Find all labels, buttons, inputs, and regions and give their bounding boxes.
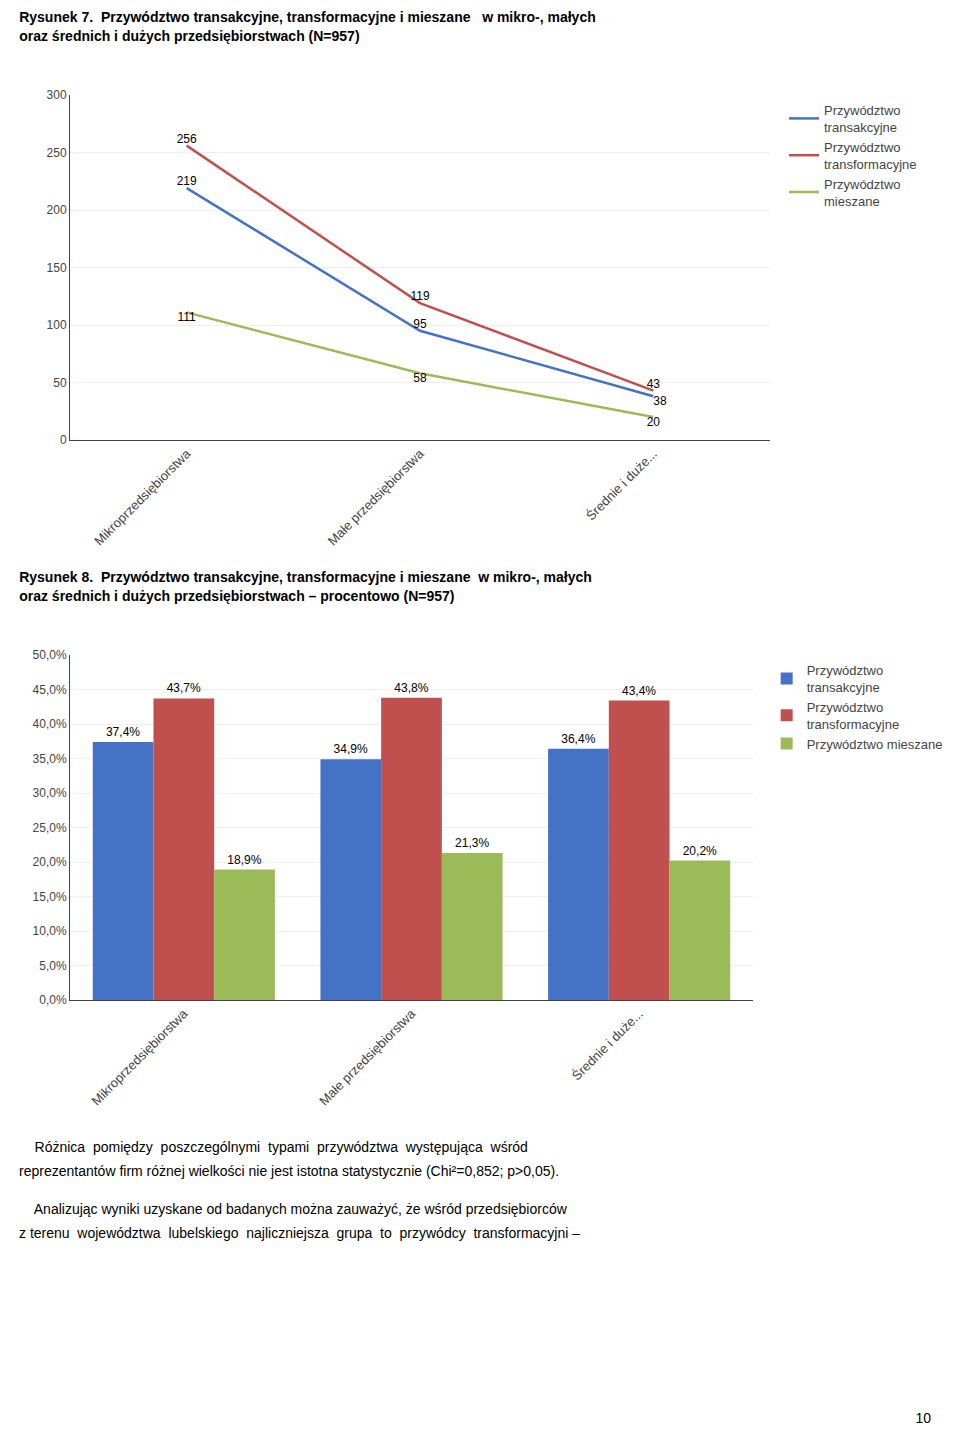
html-text:reprezentantów firm różnej wie: reprezentantów firm różnej wielkości nie… bbox=[19, 1163, 559, 1179]
svg-text:Rysunek 8. Przywództwo transa: Rysunek 8. Przywództwo transakcyjne, tra… bbox=[19, 569, 592, 603]
svg-text:30,0%: 30,0% bbox=[33, 786, 67, 800]
svg-text:15,0%: 15,0% bbox=[33, 890, 67, 904]
svg-text:219: 219 bbox=[177, 174, 197, 188]
svg-text:45,0%: 45,0% bbox=[33, 683, 67, 697]
svg-text:Przywództwotransformacyjne: Przywództwotransformacyjne bbox=[824, 140, 916, 172]
svg-text:43,7%: 43,7% bbox=[167, 681, 201, 695]
svg-text:100: 100 bbox=[47, 318, 67, 332]
svg-text:Małe przedsiębiorstwa: Małe przedsiębiorstwa bbox=[316, 1006, 419, 1109]
svg-text:10,0%: 10,0% bbox=[33, 924, 67, 938]
svg-text:Przywództwotransakcyjne: Przywództwotransakcyjne bbox=[807, 663, 884, 695]
svg-text:50,0%: 50,0% bbox=[33, 648, 67, 662]
svg-text:40,0%: 40,0% bbox=[33, 717, 67, 731]
svg-text:18,9%: 18,9% bbox=[227, 853, 261, 867]
svg-text:34,9%: 34,9% bbox=[334, 742, 368, 756]
svg-text:Mikroprzedsiębiorstwa: Mikroprzedsiębiorstwa bbox=[91, 446, 194, 549]
svg-text:256: 256 bbox=[177, 132, 197, 146]
svg-text:0: 0 bbox=[60, 433, 67, 447]
svg-text:25,0%: 25,0% bbox=[33, 821, 67, 835]
svg-text:43: 43 bbox=[647, 377, 661, 391]
html-text:z terenu województwa lubelskie: z terenu województwa lubelskiego najlicz… bbox=[19, 1225, 580, 1241]
svg-text:37,4%: 37,4% bbox=[106, 725, 140, 739]
svg-text:43,4%: 43,4% bbox=[622, 684, 656, 698]
svg-text:Przywództwo mieszane: Przywództwo mieszane bbox=[807, 737, 943, 752]
svg-text:20: 20 bbox=[647, 415, 661, 429]
svg-text:150: 150 bbox=[47, 261, 67, 275]
svg-text:Małe przedsiębiorstwa: Małe przedsiębiorstwa bbox=[325, 446, 428, 549]
svg-text:95: 95 bbox=[413, 317, 427, 331]
svg-text:Średnie i duże...: Średnie i duże... bbox=[583, 446, 660, 523]
svg-text:Średnie i duże...: Średnie i duże... bbox=[569, 1006, 646, 1083]
html-text:Analizując wyniki uzyskane od: Analizując wyniki uzyskane od badanych m… bbox=[19, 1201, 567, 1217]
svg-text:43,8%: 43,8% bbox=[394, 681, 428, 695]
svg-text:Przywództwotransakcyjne: Przywództwotransakcyjne bbox=[824, 103, 901, 135]
svg-text:20,0%: 20,0% bbox=[33, 855, 67, 869]
svg-text:119: 119 bbox=[410, 289, 429, 303]
svg-text:Rysunek 7. Przywództwo transa: Rysunek 7. Przywództwo transakcyjne, tra… bbox=[19, 9, 596, 43]
svg-text:20,2%: 20,2% bbox=[683, 844, 717, 858]
svg-text:21,3%: 21,3% bbox=[455, 836, 489, 850]
svg-text:300: 300 bbox=[47, 88, 67, 102]
svg-text:38: 38 bbox=[653, 394, 667, 408]
svg-text:58: 58 bbox=[413, 371, 427, 385]
svg-text:0,0%: 0,0% bbox=[39, 993, 67, 1007]
svg-text:250: 250 bbox=[47, 146, 67, 160]
html-text:Różnica pomiędzy poszczególnym: Różnica pomiędzy poszczególnymi typami p… bbox=[19, 1139, 528, 1155]
svg-text:Przywództwomieszane: Przywództwomieszane bbox=[824, 177, 901, 209]
html-text:10: 10 bbox=[915, 1410, 931, 1426]
svg-text:35,0%: 35,0% bbox=[33, 752, 67, 766]
svg-text:5,0%: 5,0% bbox=[39, 959, 67, 973]
svg-text:111: 111 bbox=[178, 310, 197, 324]
svg-text:200: 200 bbox=[47, 203, 67, 217]
svg-text:50: 50 bbox=[53, 376, 67, 390]
svg-text:Przywództwotransformacyjne: Przywództwotransformacyjne bbox=[807, 700, 899, 732]
svg-text:Mikroprzedsiębiorstwa: Mikroprzedsiębiorstwa bbox=[88, 1006, 191, 1109]
svg-text:36,4%: 36,4% bbox=[561, 732, 595, 746]
